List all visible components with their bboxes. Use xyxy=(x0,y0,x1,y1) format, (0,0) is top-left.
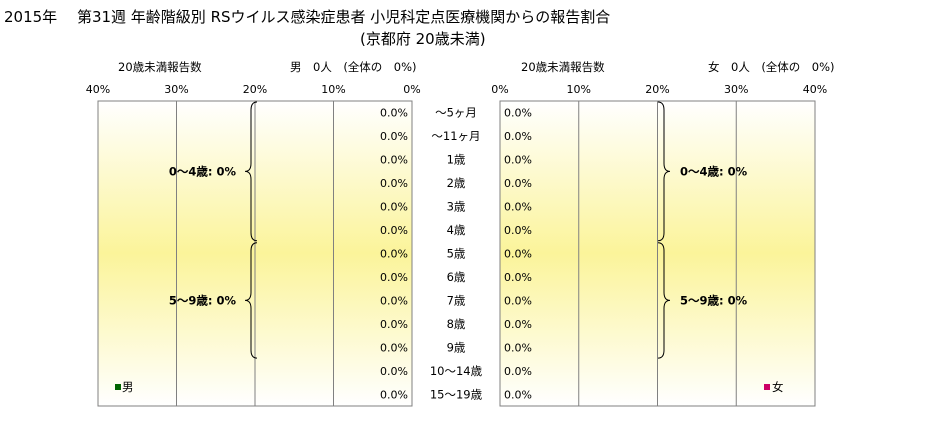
group-brace xyxy=(244,242,258,359)
value-label: 0.0% xyxy=(380,107,408,120)
tick-label-male: 0% xyxy=(403,83,420,96)
tick-label-female: 0% xyxy=(491,83,508,96)
category-label: 5歳 xyxy=(447,247,466,261)
value-label: 0.0% xyxy=(504,248,532,261)
tick-label-female: 30% xyxy=(724,83,748,96)
value-label: 0.0% xyxy=(504,130,532,143)
tick-label-female: 10% xyxy=(567,83,591,96)
header-total-male: 男 0人 (全体の 0%) xyxy=(290,60,417,74)
header-total-female: 女 0人 (全体の 0%) xyxy=(708,60,835,74)
value-label: 0.0% xyxy=(504,201,532,214)
header-count-female: 20歳未満報告数 xyxy=(521,60,605,74)
group-brace xyxy=(657,242,671,359)
category-label: 1歳 xyxy=(447,153,466,167)
category-label: 9歳 xyxy=(447,340,466,354)
panel-female: 0% 10% 20% 30% 40% 20歳未満報告数 女 0人 (全体の 0%) 0.… xyxy=(491,60,835,407)
value-label: 0.0% xyxy=(504,154,532,167)
category-label: 4歳 xyxy=(447,223,466,237)
panel-male: 40% 30% 20% 10% 0% 20歳未満報告数 男 0人 (全体の 0%) 0.… xyxy=(86,60,421,407)
category-label: ～5ヶ月 xyxy=(435,106,477,120)
value-label: 0.0% xyxy=(380,365,408,378)
chart-title: 2015年 第31週 年齢階級別 RSウイルス感染症患者 小児科定点医療機関から… xyxy=(4,8,610,26)
value-label: 0.0% xyxy=(380,341,408,354)
value-label: 0.0% xyxy=(504,224,532,237)
group-brace xyxy=(657,101,671,242)
value-label: 0.0% xyxy=(380,154,408,167)
value-label: 0.0% xyxy=(380,248,408,261)
value-label: 0.0% xyxy=(504,271,532,284)
group-brace xyxy=(244,101,258,242)
category-label: ～11ヶ月 xyxy=(431,129,480,143)
value-label: 0.0% xyxy=(504,365,532,378)
tick-label-male: 30% xyxy=(164,83,188,96)
value-label: 0.0% xyxy=(380,201,408,214)
group-label-female: 5～9歳: 0% xyxy=(680,293,748,307)
value-label: 0.0% xyxy=(504,107,532,120)
legend-label-female: 女 xyxy=(772,380,784,394)
group-label-male: 5～9歳: 0% xyxy=(169,293,237,307)
tick-label-male: 40% xyxy=(86,83,110,96)
value-label: 0.0% xyxy=(504,341,532,354)
category-label: 6歳 xyxy=(447,270,466,284)
tick-label-male: 10% xyxy=(321,83,345,96)
value-label: 0.0% xyxy=(380,388,408,401)
header-count-male: 20歳未満報告数 xyxy=(118,60,202,74)
value-label: 0.0% xyxy=(380,130,408,143)
category-label: 3歳 xyxy=(447,200,466,214)
category-label: 10～14歳 xyxy=(430,364,483,378)
tick-label-male: 20% xyxy=(243,83,267,96)
legend-swatch-female xyxy=(764,384,770,390)
category-label: 2歳 xyxy=(447,176,466,190)
legend-swatch-male xyxy=(115,384,121,390)
group-label-male: 0～4歳: 0% xyxy=(169,164,237,178)
category-label: 8歳 xyxy=(447,317,466,331)
value-label: 0.0% xyxy=(380,271,408,284)
tick-label-female: 20% xyxy=(645,83,669,96)
value-label: 0.0% xyxy=(380,177,408,190)
chart-subtitle: (京都府 20歳未満) xyxy=(360,30,486,48)
value-label: 0.0% xyxy=(504,388,532,401)
category-label: 15～19歳 xyxy=(430,387,483,401)
tick-label-female: 40% xyxy=(803,83,827,96)
value-label: 0.0% xyxy=(380,224,408,237)
value-label: 0.0% xyxy=(380,318,408,331)
value-label: 0.0% xyxy=(504,318,532,331)
value-label: 0.0% xyxy=(504,177,532,190)
category-label: 7歳 xyxy=(447,293,466,307)
group-label-female: 0～4歳: 0% xyxy=(680,164,748,178)
legend-label-male: 男 xyxy=(122,380,134,394)
value-label: 0.0% xyxy=(380,294,408,307)
value-label: 0.0% xyxy=(504,294,532,307)
